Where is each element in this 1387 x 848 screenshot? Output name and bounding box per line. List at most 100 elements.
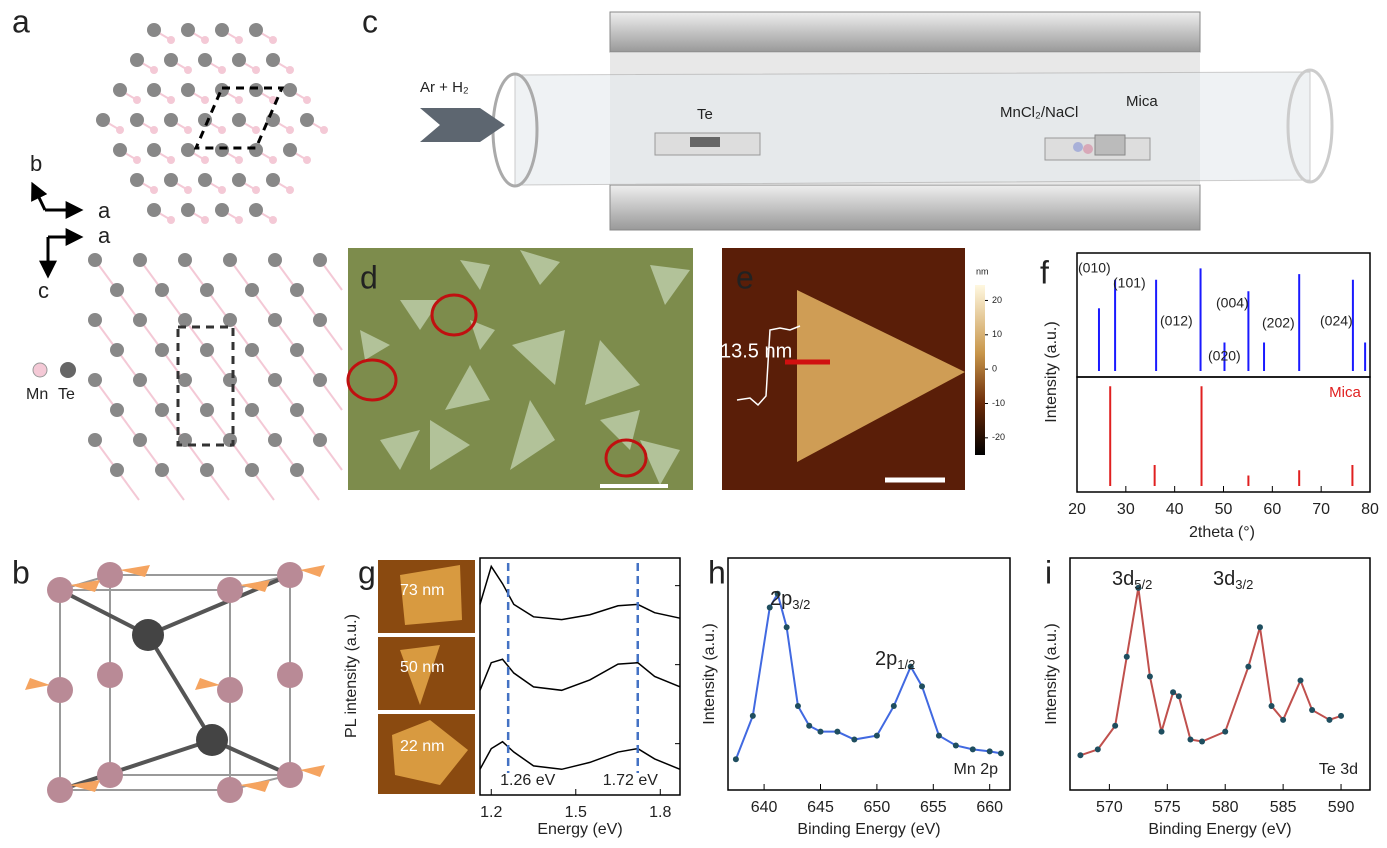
atom: [200, 463, 214, 477]
data-point: [784, 624, 790, 630]
atom: [110, 343, 124, 357]
annotation: (101): [1113, 275, 1146, 291]
data-point: [1159, 729, 1165, 735]
atom: [164, 53, 178, 67]
panel-label: c: [362, 3, 378, 39]
figure: baacMnTeabcdefghiAr + H₂TeMnCl₂/NaClMica…: [0, 0, 1387, 843]
data-point: [750, 713, 756, 719]
x-tick-label: 40: [1166, 501, 1184, 518]
atom: [147, 23, 161, 37]
axis-label: c: [38, 278, 49, 303]
atom: [223, 253, 237, 267]
annotation: Mica: [1126, 93, 1158, 110]
atom: [178, 373, 192, 387]
data-point: [1309, 707, 1315, 713]
legend-label: Mn: [26, 386, 48, 403]
data-point: [891, 703, 897, 709]
atom: [245, 403, 259, 417]
panel-label: h: [708, 554, 726, 590]
data-point: [1269, 703, 1275, 709]
colorbar-label: nm: [976, 266, 989, 276]
annotation: 1.26 eV: [500, 772, 555, 789]
axis-arrow: [33, 185, 45, 210]
atom: [155, 283, 169, 297]
atom: [232, 173, 246, 187]
data-point: [1170, 689, 1176, 695]
atom: [215, 203, 229, 217]
data-point: [834, 729, 840, 735]
atom: [113, 83, 127, 97]
atom: [223, 313, 237, 327]
annotation: Ar + H₂: [420, 79, 469, 96]
atom: [268, 433, 282, 447]
atom: [290, 283, 304, 297]
atom: [290, 343, 304, 357]
atom: [200, 343, 214, 357]
data-point: [806, 723, 812, 729]
atom: [178, 253, 192, 267]
atom: [88, 253, 102, 267]
data-point: [1338, 713, 1344, 719]
annotation: (010): [1078, 260, 1111, 276]
atom: [181, 203, 195, 217]
atom: [313, 433, 327, 447]
data-point: [1298, 677, 1304, 683]
data-point: [987, 748, 993, 754]
legend-swatch: [60, 362, 76, 378]
atom: [268, 373, 282, 387]
annotation-text: 2p: [770, 588, 792, 610]
atom: [245, 283, 259, 297]
x-tick-label: 1.2: [480, 804, 502, 821]
atom: [181, 83, 195, 97]
data-point: [1176, 693, 1182, 699]
x-tick-label: 645: [807, 799, 834, 816]
atom: [147, 203, 161, 217]
data-point: [936, 733, 942, 739]
panel-label: d: [360, 259, 378, 295]
data-point: [1222, 729, 1228, 735]
atom: [164, 113, 178, 127]
atom: [88, 313, 102, 327]
fit-envelope: [736, 594, 1001, 759]
atom: [290, 403, 304, 417]
atom: [313, 253, 327, 267]
axis-label: a: [98, 223, 111, 248]
annotation: (012): [1160, 313, 1193, 329]
atom: [133, 433, 147, 447]
atom: [266, 113, 280, 127]
atom: [130, 173, 144, 187]
panel-label: i: [1045, 554, 1052, 590]
spectrum: [480, 742, 680, 770]
annotation-text: 3d: [1112, 568, 1134, 590]
x-tick-label: 20: [1068, 501, 1086, 518]
atom: [249, 143, 263, 157]
x-tick-label: 1.5: [565, 804, 587, 821]
panel-label: a: [12, 3, 30, 39]
axis-label: 2theta (°): [1189, 524, 1255, 541]
data-point: [874, 733, 880, 739]
annotation: Te 3d: [1319, 761, 1358, 778]
axis-label: Binding Energy (eV): [797, 821, 940, 838]
x-tick-label: 585: [1270, 799, 1297, 816]
annotation-sub: 5/2: [1134, 577, 1152, 592]
atom: [200, 283, 214, 297]
data-point: [733, 756, 739, 762]
annotation: (004): [1216, 295, 1249, 311]
atom: [215, 83, 229, 97]
atom: [268, 313, 282, 327]
data-point: [1187, 737, 1193, 743]
atom: [133, 253, 147, 267]
inset-label: 50 nm: [400, 659, 444, 676]
data-point: [1199, 739, 1205, 745]
axis-label: Intensity (a.u.): [1043, 321, 1060, 422]
x-tick-label: 30: [1117, 501, 1135, 518]
atom: [215, 23, 229, 37]
atom: [113, 143, 127, 157]
spectrum: [480, 659, 680, 690]
data-point: [998, 750, 1004, 756]
annotation: 2p3/2: [770, 588, 810, 612]
atom: [283, 143, 297, 157]
atom: [88, 433, 102, 447]
annotation-sub: 3/2: [792, 597, 810, 612]
annotation: MnCl₂/NaCl: [1000, 104, 1078, 121]
